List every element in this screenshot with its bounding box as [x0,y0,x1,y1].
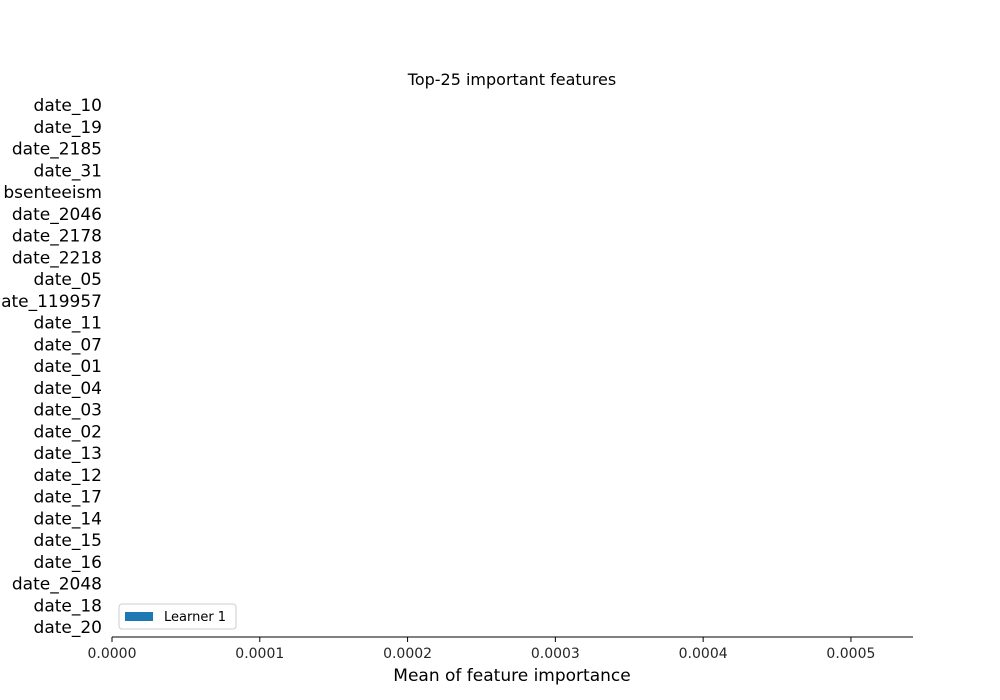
y-tick-label: date_11 [34,314,102,334]
y-tick-label: date_01 [34,357,102,377]
y-tick-label: date_05 [34,270,102,290]
y-tick-label: date_16 [34,553,102,573]
y-tick-label: date_20 [34,618,102,638]
y-tick-label: date_19 [34,118,102,138]
x-axis-label: Mean of feature importance [393,666,630,686]
x-tick-label: 0.0005 [826,646,875,662]
chart-title: Top-25 important features [407,70,616,89]
y-tick-label: date_2178 [12,227,102,247]
legend-frame [118,603,237,630]
y-tick-label: date_07 [34,335,102,355]
y-tick-labels: date_10date_19date_2185date_31bsenteeism… [1,96,102,638]
y-tick-label: date_12 [34,466,102,486]
x-tick-label: 0.0002 [383,646,432,662]
y-tick-label: date_04 [34,379,102,399]
y-tick-label: date_03 [34,401,102,421]
legend: Learner 1 [118,603,237,630]
legend-swatch [125,612,153,621]
legend-label: Learner 1 [164,610,226,625]
x-tick-label: 0.0001 [235,646,284,662]
y-tick-label: date_14 [34,509,102,529]
y-tick-label: date_02 [34,422,102,442]
y-tick-label: bsenteeism [3,183,102,203]
y-tick-label: date_2185 [12,140,102,160]
y-tick-label: date_31 [34,161,102,181]
y-tick-label: date_2046 [12,205,102,225]
y-tick-label: date_10 [34,96,102,116]
y-tick-label: date_2048 [12,575,102,595]
y-tick-label: date_15 [34,531,102,551]
x-tick-label: 0.0003 [531,646,580,662]
y-tick-label: date_18 [34,596,102,616]
y-tick-label: ate_119957 [1,292,102,312]
x-tick-labels: 0.0000 0.0001 0.0002 0.0003 0.0004 0.0005 [88,637,875,662]
y-tick-label: date_17 [34,488,102,508]
x-tick-label: 0.0004 [679,646,728,662]
x-tick-label: 0.0000 [88,646,137,662]
y-tick-label: date_13 [34,444,102,464]
y-tick-label: date_2218 [12,248,102,268]
